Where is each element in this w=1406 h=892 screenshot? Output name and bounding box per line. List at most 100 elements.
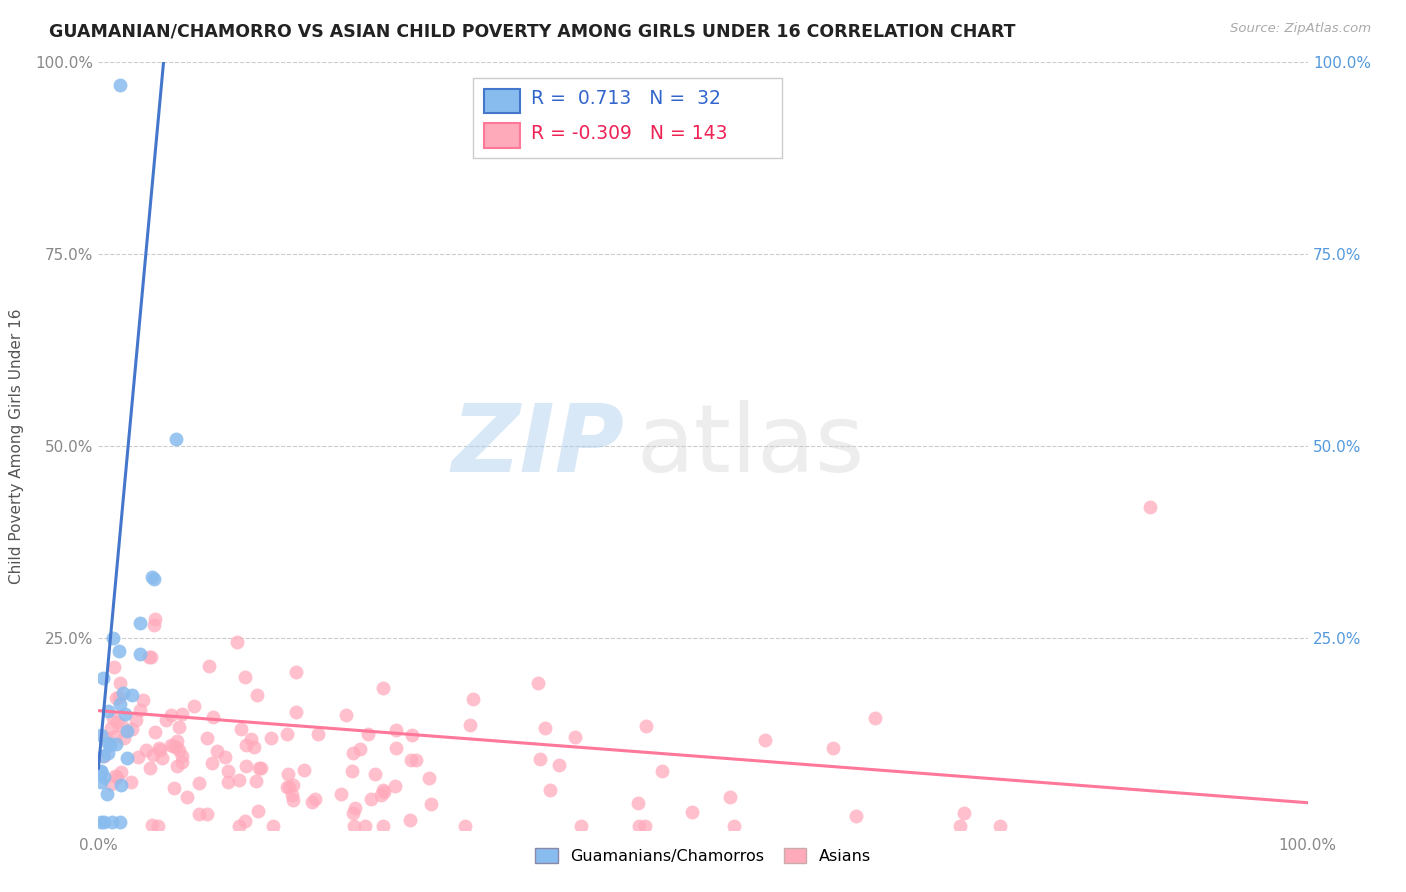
Point bbox=[120, 775, 142, 789]
Point bbox=[399, 753, 422, 767]
Point bbox=[167, 720, 190, 734]
Point bbox=[988, 819, 1011, 833]
Point bbox=[97, 746, 120, 760]
Point bbox=[93, 814, 115, 829]
Point bbox=[187, 807, 209, 822]
Point bbox=[160, 739, 183, 753]
Point bbox=[720, 790, 742, 805]
Point bbox=[91, 749, 114, 764]
Point bbox=[114, 706, 136, 721]
Point bbox=[634, 819, 657, 833]
Point bbox=[262, 819, 284, 833]
Point bbox=[461, 692, 484, 706]
Point bbox=[101, 814, 124, 829]
Point bbox=[547, 757, 569, 772]
Point bbox=[108, 690, 131, 704]
Point bbox=[94, 731, 117, 745]
Point bbox=[143, 612, 166, 626]
Point bbox=[371, 819, 394, 833]
Point bbox=[97, 736, 120, 750]
Point bbox=[217, 764, 239, 778]
Point bbox=[569, 819, 592, 833]
Point bbox=[141, 570, 163, 584]
Point bbox=[150, 751, 173, 765]
FancyBboxPatch shape bbox=[484, 123, 520, 147]
Point bbox=[170, 755, 193, 769]
Point bbox=[754, 733, 776, 747]
Point bbox=[330, 787, 353, 801]
Text: ZIP: ZIP bbox=[451, 400, 624, 492]
Y-axis label: Child Poverty Among Girls Under 16: Child Poverty Among Girls Under 16 bbox=[8, 309, 24, 583]
Point bbox=[155, 713, 177, 727]
FancyBboxPatch shape bbox=[474, 78, 782, 158]
Point bbox=[170, 748, 193, 763]
Point bbox=[371, 783, 394, 797]
Point bbox=[277, 780, 299, 795]
Point bbox=[132, 693, 155, 707]
Point bbox=[165, 432, 187, 446]
Point bbox=[110, 764, 132, 779]
Point bbox=[681, 805, 703, 819]
Point bbox=[953, 806, 976, 821]
Point bbox=[292, 763, 315, 777]
Point bbox=[90, 775, 112, 789]
Point bbox=[110, 675, 132, 690]
Point bbox=[97, 705, 120, 719]
Point bbox=[385, 740, 408, 755]
Point bbox=[105, 737, 128, 751]
Point bbox=[142, 748, 165, 763]
Point bbox=[121, 688, 143, 702]
Point bbox=[458, 717, 481, 731]
Point bbox=[149, 742, 172, 756]
Point bbox=[301, 795, 323, 809]
Point bbox=[364, 766, 387, 780]
Point bbox=[823, 740, 845, 755]
Point bbox=[240, 732, 263, 747]
Point bbox=[343, 801, 366, 815]
Point bbox=[115, 723, 138, 738]
Text: R = -0.309   N = 143: R = -0.309 N = 143 bbox=[531, 124, 728, 144]
Point bbox=[111, 685, 134, 699]
Point bbox=[90, 765, 112, 780]
Point bbox=[723, 819, 745, 833]
Point bbox=[160, 707, 183, 722]
Point bbox=[564, 730, 586, 744]
Point bbox=[141, 650, 163, 665]
Point bbox=[342, 805, 364, 820]
Point bbox=[105, 715, 128, 730]
Point bbox=[245, 773, 267, 788]
Point bbox=[370, 788, 392, 802]
Point bbox=[143, 618, 166, 632]
Point bbox=[233, 670, 256, 684]
Point bbox=[146, 819, 169, 833]
Point bbox=[125, 713, 148, 727]
Point bbox=[304, 792, 326, 806]
Point bbox=[540, 782, 562, 797]
Point bbox=[419, 797, 441, 811]
Point bbox=[90, 728, 112, 742]
Point bbox=[526, 676, 548, 690]
Point bbox=[105, 691, 128, 706]
Point bbox=[281, 777, 304, 791]
Point bbox=[105, 770, 128, 784]
Text: Source: ZipAtlas.com: Source: ZipAtlas.com bbox=[1230, 22, 1371, 36]
Point bbox=[148, 741, 170, 756]
Point bbox=[143, 724, 166, 739]
Point bbox=[93, 770, 115, 784]
Point bbox=[454, 819, 477, 833]
Point bbox=[110, 814, 132, 829]
Point bbox=[91, 671, 114, 685]
Text: R =  0.713   N =  32: R = 0.713 N = 32 bbox=[531, 89, 721, 108]
Point bbox=[949, 819, 972, 833]
Point bbox=[111, 719, 134, 733]
Point bbox=[110, 778, 132, 792]
Point bbox=[863, 711, 886, 725]
Point bbox=[98, 738, 121, 752]
Point bbox=[307, 727, 329, 741]
Point bbox=[100, 721, 122, 735]
Point bbox=[128, 647, 150, 661]
Point bbox=[235, 758, 257, 772]
Point bbox=[373, 681, 395, 695]
Point bbox=[651, 764, 673, 778]
Point bbox=[228, 773, 250, 788]
